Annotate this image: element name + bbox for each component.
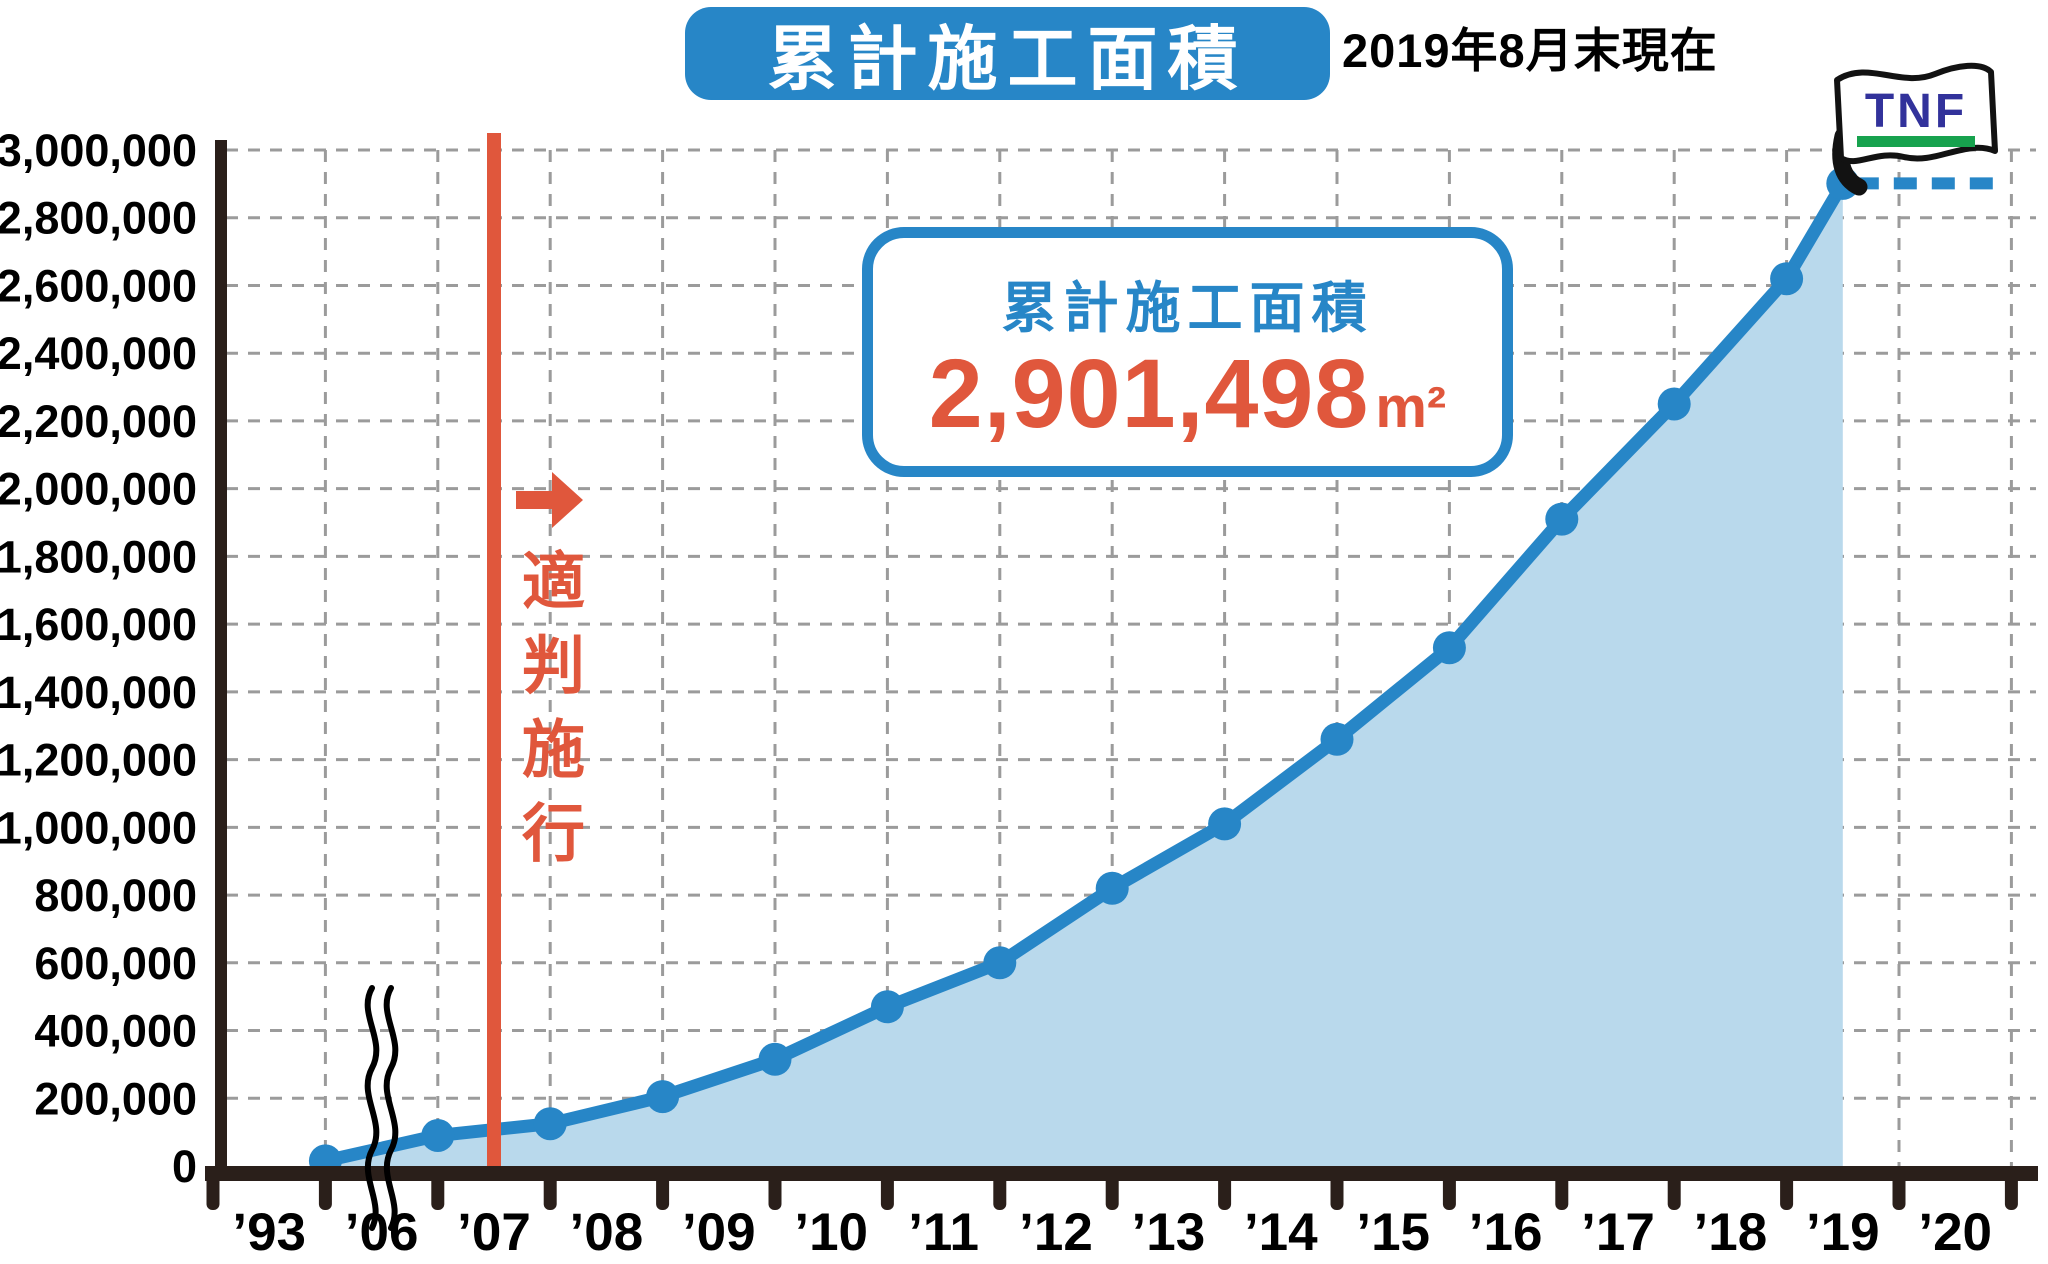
x-tick-label: ’11 bbox=[908, 1203, 979, 1262]
x-tick-label: ’13 bbox=[1132, 1203, 1206, 1262]
flag-underline-bar bbox=[1857, 136, 1975, 147]
x-tick-label: ’15 bbox=[1356, 1203, 1430, 1262]
series-area-group bbox=[325, 183, 1843, 1166]
x-tick-label: ’19 bbox=[1806, 1203, 1880, 1262]
x-tick-label: ’20 bbox=[1918, 1203, 1992, 1262]
y-tick-label: 1,400,000 bbox=[0, 667, 197, 718]
chart-title-pill: 累計施工面積 bbox=[685, 7, 1330, 100]
y-tick-label: 600,000 bbox=[34, 938, 197, 989]
callout-unit: m² bbox=[1375, 374, 1447, 440]
x-tick-label: ’08 bbox=[570, 1203, 644, 1262]
data-point bbox=[1657, 387, 1691, 421]
axis-labels-group: ’93 ’06 ’07 ’08 ’09 ’10 ’11 ’12 ’13 ’14 ’15 ’16 ’17 ’… bbox=[0, 125, 1992, 1262]
x-tick-label: ’16 bbox=[1469, 1203, 1543, 1262]
data-point bbox=[1208, 807, 1242, 841]
callout-value: 2,901,498 bbox=[928, 338, 1370, 448]
y-tick-label: 2,600,000 bbox=[0, 260, 197, 311]
y-tick-label: 400,000 bbox=[34, 1006, 197, 1057]
y-tick-label: 2,400,000 bbox=[0, 328, 197, 379]
data-point bbox=[421, 1119, 455, 1152]
x-tick-label: ’14 bbox=[1244, 1203, 1318, 1262]
event-line bbox=[487, 133, 501, 1166]
x-axis-line bbox=[205, 1166, 2038, 1181]
data-point bbox=[983, 946, 1017, 980]
callout-value-row: 2,901,498 m² bbox=[929, 345, 1446, 442]
right-arrow-icon bbox=[516, 472, 583, 528]
y-tick-label: 2,200,000 bbox=[0, 396, 197, 447]
data-point bbox=[533, 1107, 567, 1141]
x-tick-label: ’07 bbox=[457, 1203, 531, 1262]
y-tick-label: 3,000,000 bbox=[0, 125, 197, 176]
data-point bbox=[1095, 871, 1129, 905]
y-axis-line bbox=[215, 140, 227, 1181]
axis-break-squiggle bbox=[383, 985, 399, 1231]
data-point bbox=[758, 1042, 792, 1076]
axis-break-icon bbox=[364, 985, 399, 1231]
callout-title: 累計施工面積 bbox=[1001, 276, 1374, 339]
flag-label: TNF bbox=[1865, 85, 1967, 138]
x-tick-label: ’93 bbox=[232, 1203, 306, 1262]
x-tick-label: ’06 bbox=[345, 1203, 419, 1262]
y-tick-label: 200,000 bbox=[34, 1073, 197, 1124]
y-tick-label: 1,600,000 bbox=[0, 599, 197, 650]
event-annotation-text: 適判施行 bbox=[513, 548, 583, 884]
data-point bbox=[1432, 631, 1466, 665]
data-points-group bbox=[308, 166, 1860, 1178]
y-tick-label: 0 bbox=[172, 1141, 197, 1192]
y-tick-label: 2,800,000 bbox=[0, 193, 197, 244]
y-tick-label: 800,000 bbox=[34, 870, 197, 921]
tnf-flag: TNF bbox=[1832, 62, 1998, 196]
data-point bbox=[870, 990, 904, 1024]
series-area bbox=[325, 183, 1843, 1166]
total-callout-box: 累計施工面積 2,901,498 m² bbox=[862, 227, 1513, 477]
data-point bbox=[646, 1080, 680, 1114]
x-tick-label: ’09 bbox=[682, 1203, 756, 1262]
as-of-date: 2019年8月末現在 bbox=[1342, 24, 1718, 77]
event-line-group bbox=[487, 133, 501, 1166]
data-point bbox=[1770, 262, 1804, 296]
y-tick-label: 2,000,000 bbox=[0, 464, 197, 515]
y-tick-label: 1,200,000 bbox=[0, 735, 197, 786]
data-point bbox=[1545, 502, 1579, 536]
axis-break-squiggle bbox=[364, 985, 380, 1231]
x-tick-label: ’17 bbox=[1581, 1203, 1655, 1262]
x-tick-label: ’18 bbox=[1694, 1203, 1768, 1262]
y-tick-label: 1,000,000 bbox=[0, 802, 197, 853]
x-tick-label: ’10 bbox=[794, 1203, 868, 1262]
x-tick-label: ’12 bbox=[1019, 1203, 1093, 1262]
chart-title-text: 累計施工面積 bbox=[767, 20, 1248, 98]
y-tick-label: 1,800,000 bbox=[0, 531, 197, 582]
axes-group bbox=[205, 140, 2038, 1210]
data-point bbox=[1320, 722, 1354, 756]
